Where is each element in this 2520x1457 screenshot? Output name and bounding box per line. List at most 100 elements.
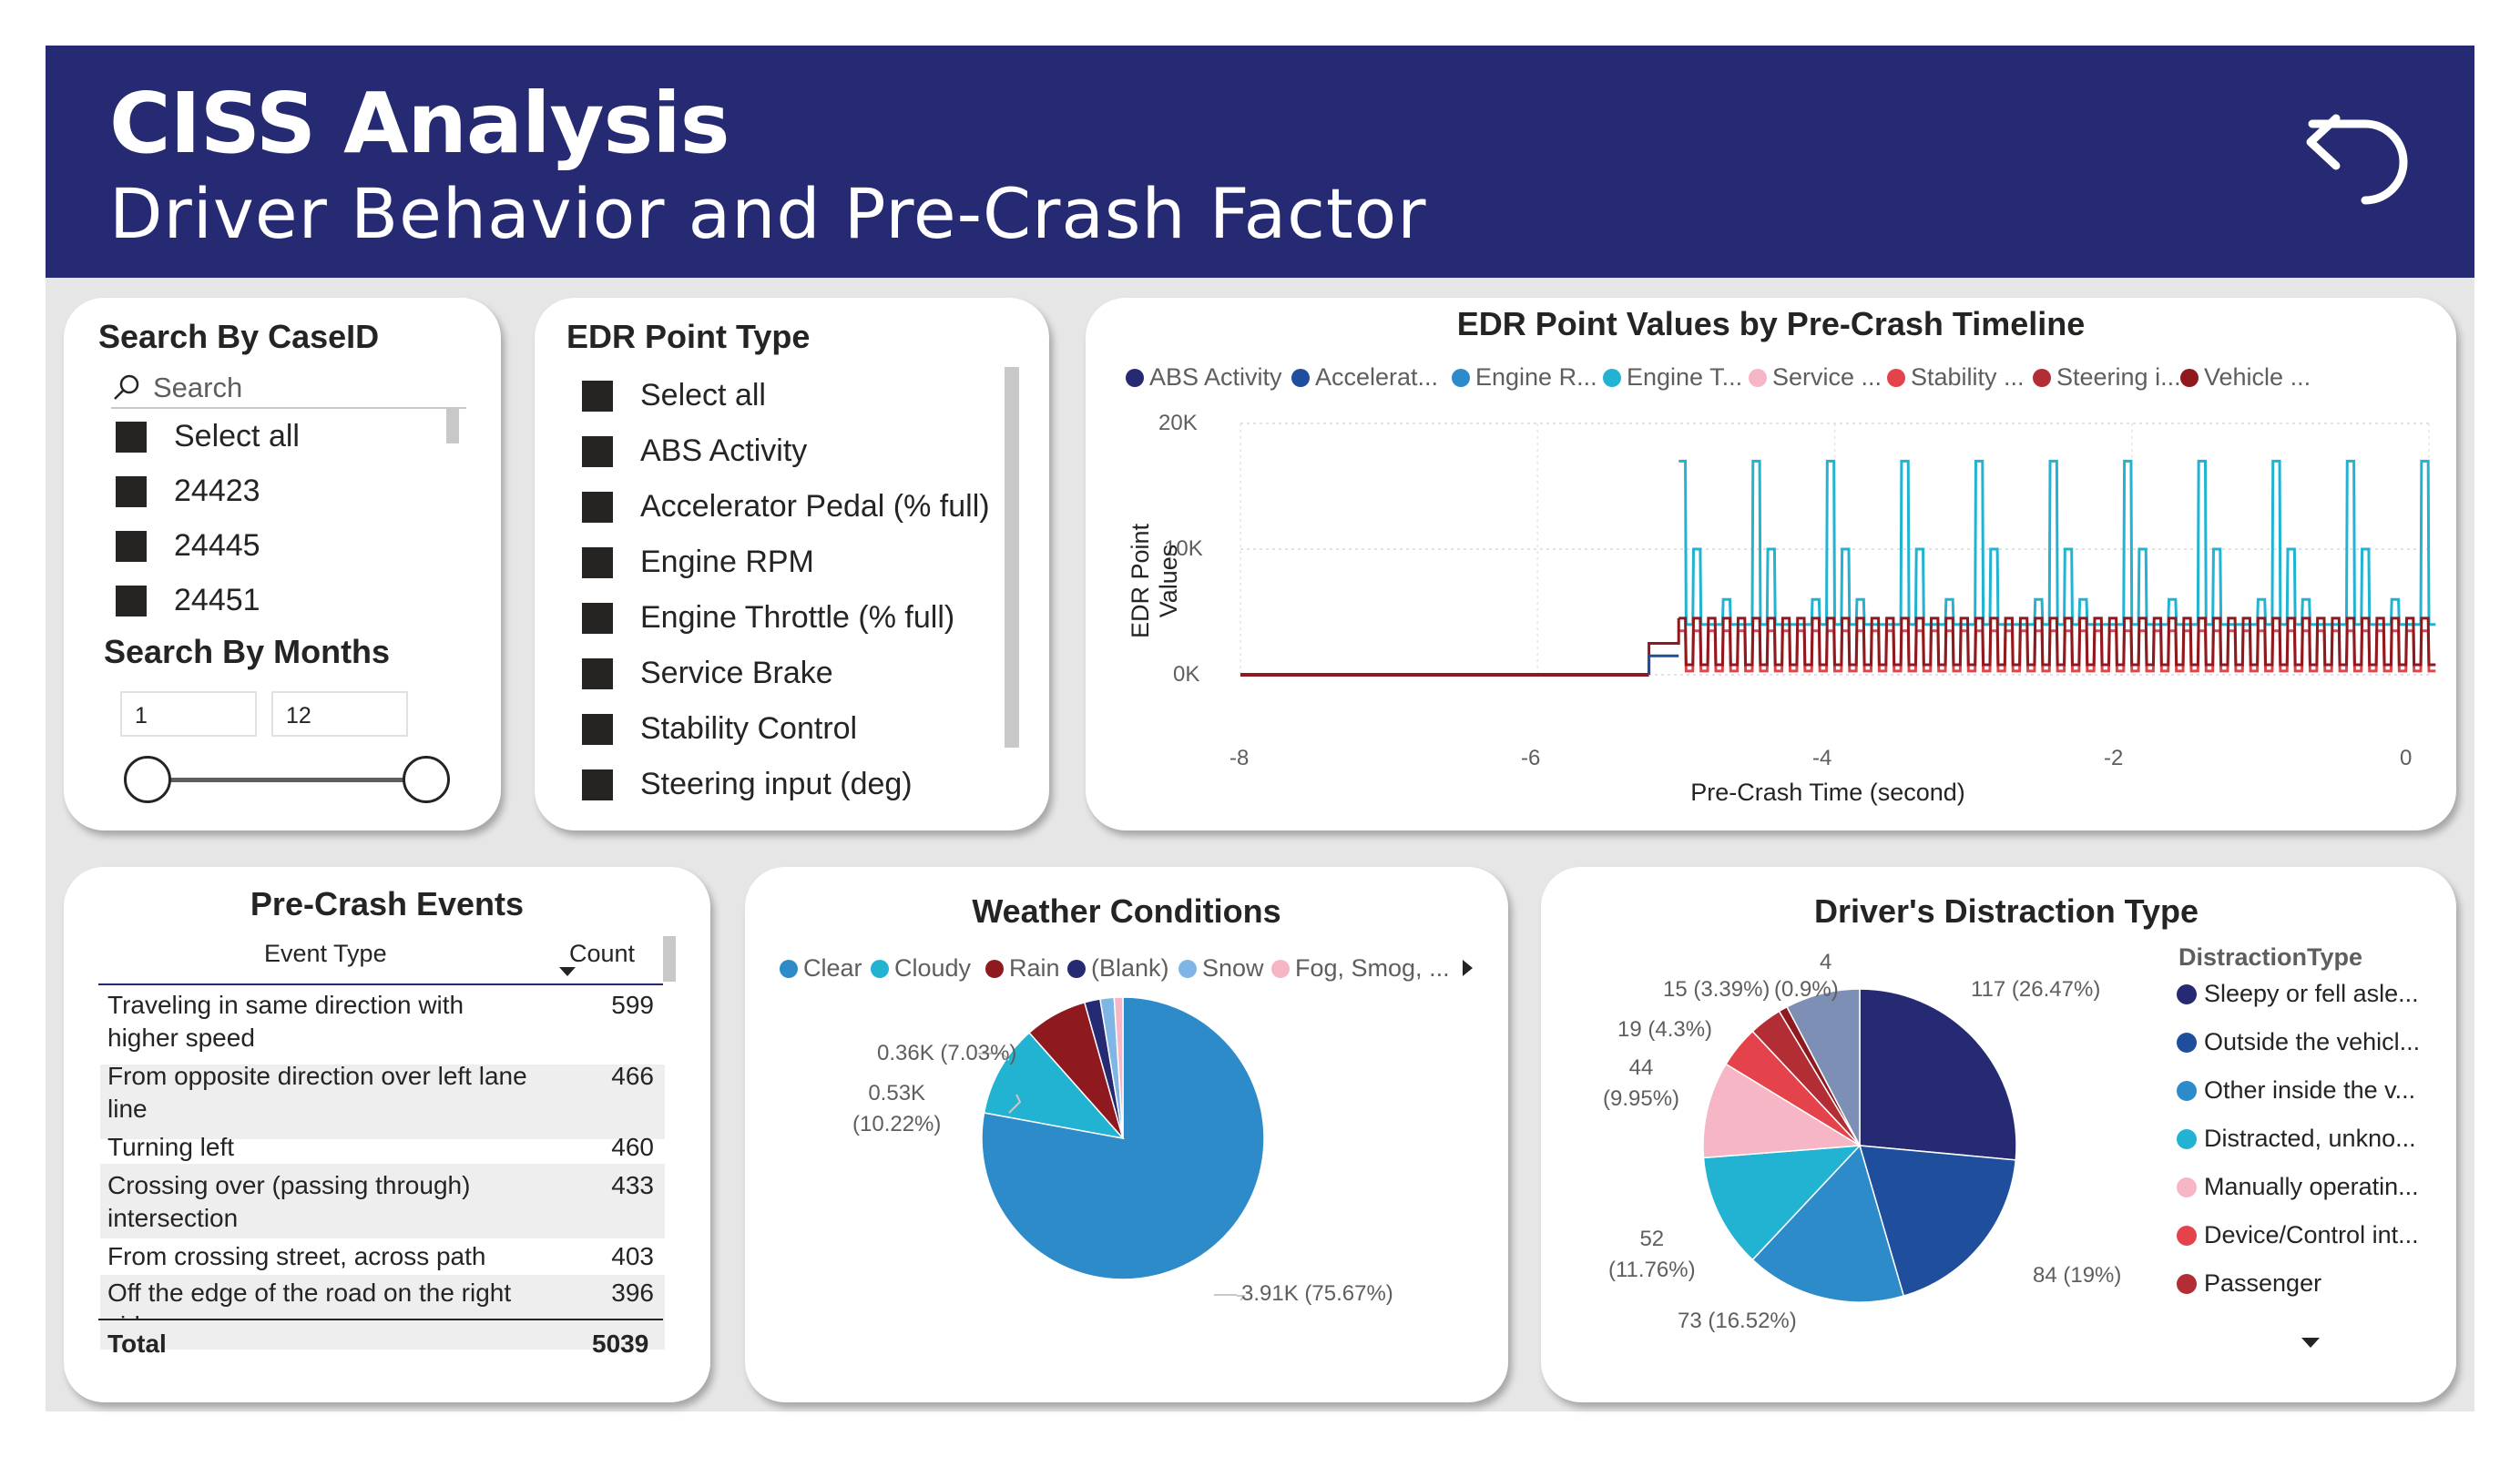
table-row[interactable]: Traveling in same direction with higher s… [107, 991, 654, 1052]
checkbox-icon[interactable] [582, 380, 613, 412]
weather-legend-item[interactable]: Cloudy [871, 954, 971, 983]
distraction-label-4: 4 [1820, 950, 1832, 974]
checkbox-icon[interactable] [582, 546, 613, 578]
edr-slicer-card: EDR Point Type Select all ABS Activity A… [535, 298, 1049, 830]
edr-option[interactable]: Engine Throttle (% full) [582, 600, 954, 636]
checkbox-icon[interactable] [116, 585, 147, 616]
x-tick-label: -6 [1521, 746, 1541, 770]
pie-slice[interactable] [1751, 1144, 1905, 1303]
month-slider-low-handle[interactable] [124, 756, 171, 803]
x-tick-label: -4 [1812, 746, 1832, 770]
edr-option[interactable]: Select all [582, 378, 766, 413]
back-arrow-icon[interactable] [2301, 91, 2420, 209]
report-header: CISS Analysis Driver Behavior and Pre-Cr… [46, 46, 2474, 278]
pie-slice[interactable] [1786, 988, 1861, 1146]
timeline-legend-item[interactable]: Steering i... [2033, 363, 2181, 392]
checkbox-icon[interactable] [582, 769, 613, 800]
caseid-scrollbar[interactable] [446, 407, 459, 443]
table-row[interactable]: Crossing over (passing through) intersect… [107, 1171, 654, 1232]
legend-dot-icon [1452, 368, 1470, 387]
weather-legend-item[interactable]: Rain [985, 954, 1060, 983]
checkbox-icon[interactable] [582, 713, 613, 745]
row-count: 599 [611, 991, 654, 1019]
weather-label-clear: 3.91K (75.67%) [1241, 1281, 1393, 1306]
timeline-legend-item[interactable]: Vehicle ... [2180, 363, 2311, 392]
checkbox-icon[interactable] [116, 475, 147, 507]
legend-dot-icon [2177, 1225, 2197, 1246]
distraction-legend-item[interactable]: Device/Control int... [2177, 1221, 2419, 1249]
pie-slice[interactable] [1702, 1145, 1862, 1261]
x-tick-label: -8 [1229, 746, 1250, 770]
timeline-legend-item[interactable]: Accelerat... [1291, 363, 1438, 392]
distraction-label-73: 73 (16.52%) [1678, 1309, 1797, 1333]
edr-option[interactable]: Accelerator Pedal (% full) [582, 489, 990, 525]
edr-option[interactable]: Engine RPM [582, 545, 814, 580]
table-row[interactable]: Off the edge of the road on the rightsid… [107, 1277, 654, 1319]
col-header-count[interactable]: Count [569, 940, 636, 967]
table-row[interactable]: Turning left 460 [107, 1131, 654, 1164]
pie-slice[interactable] [1859, 988, 2017, 1161]
checkbox-icon[interactable] [582, 435, 613, 467]
timeline-legend-item[interactable]: ABS Activity [1126, 363, 1282, 392]
edr-option[interactable]: Service Brake [582, 656, 833, 691]
timeline-plot[interactable] [1086, 298, 2456, 830]
distraction-pie[interactable] [1541, 867, 2456, 1402]
timeline-legend-item[interactable]: Service ... [1749, 363, 1882, 392]
month-slider-track[interactable] [146, 778, 423, 782]
month-max-input[interactable]: 12 [271, 691, 408, 737]
x-tick-label: 0 [2400, 746, 2413, 770]
events-scrollbar[interactable] [663, 936, 676, 982]
timeline-legend-item[interactable]: Engine T... [1603, 363, 1742, 392]
legend-next-icon[interactable] [1463, 960, 1473, 976]
row-count: 466 [611, 1062, 654, 1090]
pie-slice[interactable] [1113, 996, 1124, 1139]
edr-option[interactable]: ABS Activity [582, 433, 807, 469]
row-count: 433 [611, 1171, 654, 1199]
caseid-search-box[interactable]: Search [111, 369, 466, 409]
caseid-option[interactable]: 24451 [116, 583, 260, 618]
timeline-legend-item[interactable]: Stability ... [1887, 363, 2025, 392]
weather-legend-item[interactable]: Snow [1178, 954, 1264, 983]
col-header-event-type[interactable]: Event Type [264, 940, 387, 967]
caseid-option[interactable]: 24445 [116, 528, 260, 564]
distraction-legend-item[interactable]: Passenger [2177, 1269, 2321, 1298]
legend-dot-icon [1126, 368, 1144, 387]
table-row[interactable]: From opposite direction over left lane li… [107, 1062, 654, 1123]
timeline-legend-item[interactable]: Engine R... [1452, 363, 1597, 392]
distraction-label-52: 52 (11.76%) [1608, 1227, 1696, 1282]
month-slider-high-handle[interactable] [403, 756, 450, 803]
edr-option[interactable]: Stability Control [582, 711, 857, 747]
distraction-legend-item[interactable]: Sleepy or fell asle... [2177, 980, 2419, 1008]
legend-dot-icon [1067, 959, 1086, 978]
pie-slice[interactable] [1702, 1063, 1862, 1159]
distraction-legend-item[interactable]: Other inside the v... [2177, 1076, 2415, 1105]
months-slicer-title: Search By Months [104, 633, 391, 670]
total-label: Total [107, 1330, 167, 1358]
legend-scroll-down-icon[interactable] [2301, 1338, 2320, 1348]
table-row[interactable]: From crossing street, across path 403 [107, 1240, 654, 1273]
checkbox-icon[interactable] [116, 421, 147, 453]
checkbox-icon[interactable] [582, 602, 613, 634]
checkbox-icon[interactable] [582, 491, 613, 523]
checkbox-icon[interactable] [116, 530, 147, 562]
edr-scrollbar[interactable] [1005, 367, 1019, 748]
sort-desc-icon[interactable] [559, 967, 576, 976]
pie-slice[interactable] [1858, 1145, 2017, 1298]
report-subtitle: Driver Behavior and Pre-Crash Factor [109, 173, 1427, 254]
weather-pie[interactable] [745, 867, 1508, 1402]
distraction-legend-item[interactable]: Outside the vehicl... [2177, 1028, 2420, 1056]
weather-legend-item[interactable]: Fog, Smog, ... [1271, 954, 1450, 983]
weather-legend-item[interactable]: Clear [780, 954, 862, 983]
month-min-input[interactable]: 1 [120, 691, 257, 737]
caseid-search-input[interactable]: Search [153, 372, 243, 403]
checkbox-icon[interactable] [582, 657, 613, 689]
weather-legend-item[interactable]: (Blank) [1067, 954, 1169, 983]
timeline-chart-card: EDR Point Values by Pre-Crash Timeline A… [1086, 298, 2456, 830]
legend-dot-icon [2177, 1032, 2197, 1053]
distraction-legend-item[interactable]: Distracted, unkno... [2177, 1125, 2416, 1153]
distraction-legend-item[interactable]: Manually operatin... [2177, 1173, 2419, 1201]
caseid-option[interactable]: Select all [116, 419, 300, 454]
pie-slice[interactable] [983, 1032, 1126, 1140]
caseid-option[interactable]: 24423 [116, 474, 260, 509]
edr-option[interactable]: Steering input (deg) [582, 767, 913, 802]
